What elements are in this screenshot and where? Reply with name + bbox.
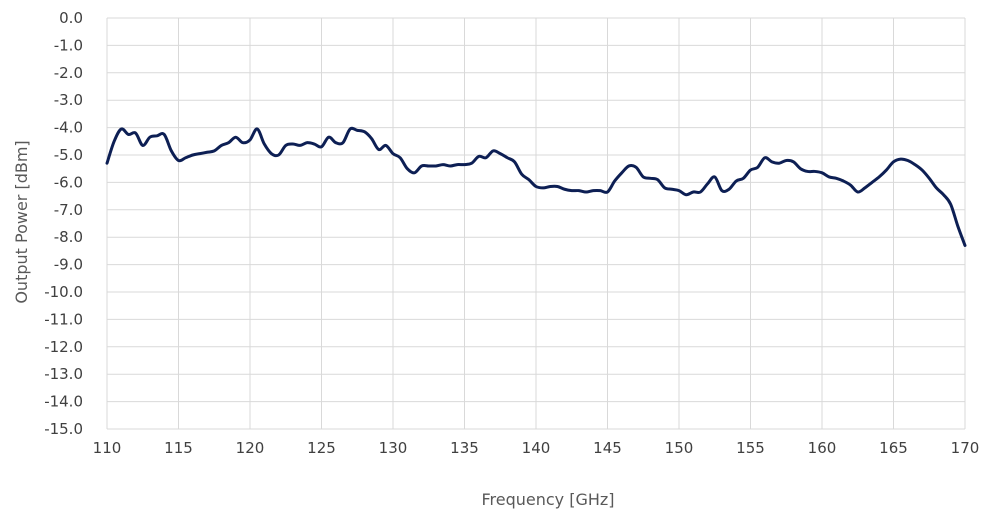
x-tick-label: 110 xyxy=(93,439,122,457)
y-tick-label: -14.0 xyxy=(44,393,83,411)
x-tick-label: 165 xyxy=(879,439,908,457)
y-tick-label: -10.0 xyxy=(44,283,83,301)
series-layer xyxy=(105,126,967,247)
series-line-0 xyxy=(105,126,967,247)
y-axis-ticks: 0.0 -1.0 -2.0 -3.0 -4.0 -5.0 -6.0 -7.0 -8.0 -9.0 -… xyxy=(44,9,83,438)
y-tick-label: -1.0 xyxy=(54,36,83,54)
y-tick-label: -7.0 xyxy=(54,201,83,219)
x-tick-label: 170 xyxy=(951,439,980,457)
y-tick-label: -8.0 xyxy=(54,228,83,246)
y-tick-label: 0.0 xyxy=(59,9,83,27)
y-tick-label: -3.0 xyxy=(54,91,83,109)
y-tick-label: -11.0 xyxy=(44,310,83,328)
x-tick-label: 145 xyxy=(593,439,622,457)
x-tick-label: 140 xyxy=(522,439,551,457)
x-tick-label: 125 xyxy=(307,439,336,457)
y-tick-label: -2.0 xyxy=(54,64,83,82)
x-tick-label: 135 xyxy=(450,439,479,457)
x-axis-ticks: 110 115 120 125 130 135 140 145 150 155 160 165 170 xyxy=(93,439,980,457)
y-tick-label: -12.0 xyxy=(44,338,83,356)
y-tick-label: -13.0 xyxy=(44,365,83,383)
y-tick-label: -6.0 xyxy=(54,173,83,191)
x-tick-label: 160 xyxy=(808,439,837,457)
x-tick-label: 155 xyxy=(736,439,765,457)
y-axis-title: Output Power [dBm] xyxy=(12,140,31,303)
y-tick-label: -5.0 xyxy=(54,146,83,164)
x-tick-label: 120 xyxy=(236,439,265,457)
x-axis-title: Frequency [GHz] xyxy=(481,490,614,509)
y-tick-label: -9.0 xyxy=(54,256,83,274)
y-tick-label: -15.0 xyxy=(44,420,83,438)
x-tick-label: 115 xyxy=(164,439,193,457)
x-tick-label: 130 xyxy=(379,439,408,457)
x-tick-label: 150 xyxy=(665,439,694,457)
gridlines xyxy=(106,17,966,430)
y-tick-label: -4.0 xyxy=(54,119,83,137)
